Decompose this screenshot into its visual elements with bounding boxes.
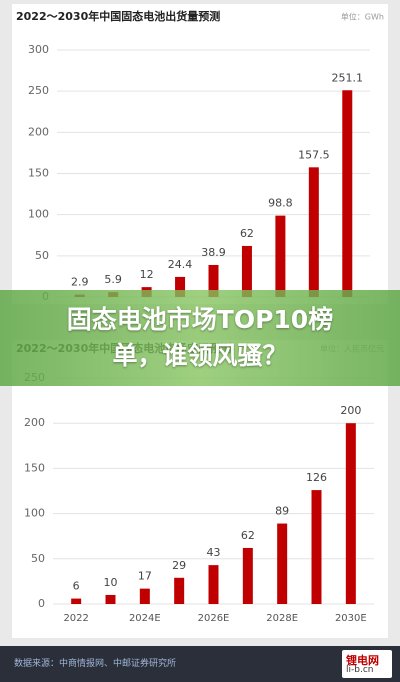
x-tick-label: 2028E — [266, 613, 298, 624]
value-label: 24.4 — [168, 258, 193, 271]
source: 数据来源：中商情报网、中邮证券研究所 — [14, 659, 177, 669]
chart-title: 2022～2030年中国固态电池出货量预测 — [16, 9, 220, 23]
bar — [105, 594, 116, 604]
y-tick-label: 150 — [28, 167, 49, 180]
bar — [275, 215, 286, 297]
banner-line: 固态电池市场TOP10榜 — [66, 305, 334, 334]
value-label: 157.5 — [298, 148, 330, 161]
y-tick-label: 150 — [24, 461, 45, 474]
bar — [208, 565, 219, 604]
value-label: 200 — [340, 404, 361, 417]
value-label: 12 — [140, 268, 154, 281]
bar — [175, 276, 186, 297]
bar — [139, 588, 150, 604]
logo: 锂电网 li-b.cn — [342, 650, 392, 678]
bar — [208, 264, 219, 297]
value-label: 98.8 — [268, 197, 293, 210]
y-tick-label: 50 — [31, 552, 45, 565]
y-tick-label: 300 — [28, 43, 49, 56]
value-label: 17 — [138, 570, 152, 583]
unit: 单位：GWh — [341, 12, 384, 22]
value-label: 62 — [241, 529, 255, 542]
bar — [71, 598, 82, 604]
value-label: 6 — [73, 580, 80, 593]
banner: 固态电池市场TOP10榜 单，谁领风骚？ — [0, 290, 400, 386]
value-label: 43 — [207, 546, 221, 559]
value-label: 10 — [104, 576, 118, 589]
y-tick-label: 100 — [24, 507, 45, 520]
x-tick-label: 2026E — [198, 613, 230, 624]
y-tick-label: 250 — [28, 84, 49, 97]
x-tick-label: 2024E — [129, 613, 161, 624]
bar — [277, 523, 288, 604]
banner-line: 单，谁领风骚？ — [112, 341, 288, 370]
bar — [311, 490, 322, 604]
y-tick-label: 0 — [38, 597, 45, 610]
value-label: 38.9 — [201, 246, 226, 259]
value-label: 29 — [172, 559, 186, 572]
card — [12, 4, 388, 304]
x-tick-label: 2030E — [335, 613, 367, 624]
logo-name: 锂电网 — [346, 654, 379, 667]
y-tick-label: 50 — [35, 249, 49, 262]
value-label: 62 — [240, 227, 254, 240]
y-tick-label: 200 — [24, 416, 45, 429]
value-label: 2.9 — [71, 276, 89, 289]
x-tick-label: 2022 — [63, 613, 88, 624]
value-label: 5.9 — [104, 273, 122, 286]
bar — [242, 547, 253, 604]
y-tick-label: 100 — [28, 208, 49, 221]
bar — [174, 577, 185, 604]
bar — [308, 167, 319, 297]
bar — [241, 245, 252, 297]
value-label: 89 — [275, 505, 289, 518]
y-tick-label: 200 — [28, 125, 49, 138]
bar — [342, 90, 353, 297]
bar — [345, 423, 356, 604]
footer: 数据来源：中商情报网、中邮证券研究所 锂电网 li-b.cn — [0, 646, 400, 682]
card — [12, 340, 388, 638]
value-label: 251.1 — [332, 71, 364, 84]
value-label: 126 — [306, 471, 327, 484]
logo-url: li-b.cn — [346, 665, 374, 675]
